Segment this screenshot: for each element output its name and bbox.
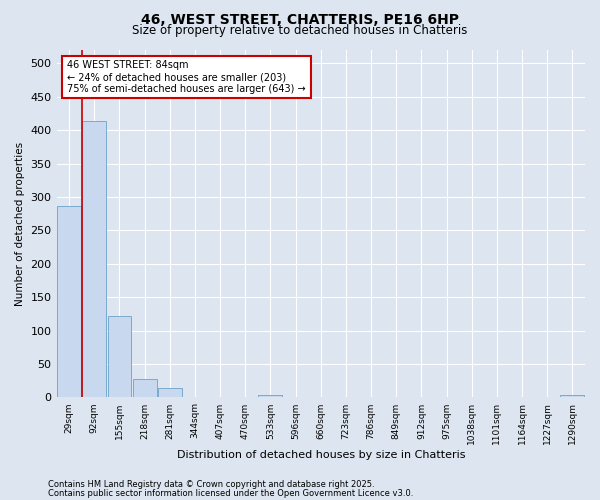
Text: Contains HM Land Registry data © Crown copyright and database right 2025.: Contains HM Land Registry data © Crown c… — [48, 480, 374, 489]
Bar — [133, 378, 157, 398]
Bar — [57, 206, 81, 398]
Bar — [259, 395, 283, 398]
X-axis label: Distribution of detached houses by size in Chatteris: Distribution of detached houses by size … — [176, 450, 465, 460]
Text: 46 WEST STREET: 84sqm
← 24% of detached houses are smaller (203)
75% of semi-det: 46 WEST STREET: 84sqm ← 24% of detached … — [67, 60, 306, 94]
Bar — [560, 395, 584, 398]
Bar — [158, 388, 182, 398]
Text: Size of property relative to detached houses in Chatteris: Size of property relative to detached ho… — [133, 24, 467, 37]
Bar — [107, 316, 131, 398]
Bar — [82, 122, 106, 398]
Text: 46, WEST STREET, CHATTERIS, PE16 6HP: 46, WEST STREET, CHATTERIS, PE16 6HP — [141, 12, 459, 26]
Y-axis label: Number of detached properties: Number of detached properties — [15, 142, 25, 306]
Text: Contains public sector information licensed under the Open Government Licence v3: Contains public sector information licen… — [48, 488, 413, 498]
